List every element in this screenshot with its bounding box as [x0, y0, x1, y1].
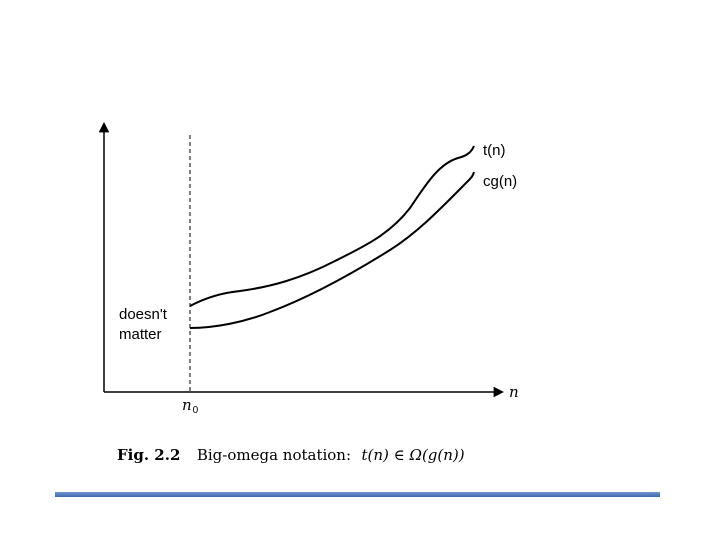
- caption-formula-omega: Ω: [409, 446, 422, 464]
- caption-formula-suffix: (g(n)): [421, 446, 465, 464]
- t-of-n-curve: [189, 145, 475, 307]
- threshold-label-subscript: 0: [192, 405, 199, 416]
- bottom-divider-bar: [55, 492, 660, 497]
- cg-of-n-label: cg(n): [483, 173, 518, 190]
- t-of-n-label: t(n): [483, 142, 506, 159]
- threshold-label: n0: [182, 396, 199, 416]
- caption-text: Big-omega notation:: [196, 446, 352, 464]
- doesnt-matter-label: doesn't matter: [119, 306, 167, 343]
- cg-of-n-curve: [189, 171, 475, 329]
- threshold-label-n: n: [182, 396, 192, 414]
- caption-formula-prefix: t(n) ∈: [361, 446, 410, 464]
- figure-caption: Fig. 2.2 Big-omega notation: t(n) ∈ Ω(g(…: [117, 446, 465, 465]
- x-axis-label: n: [509, 383, 519, 401]
- figure-number: Fig. 2.2: [117, 446, 181, 464]
